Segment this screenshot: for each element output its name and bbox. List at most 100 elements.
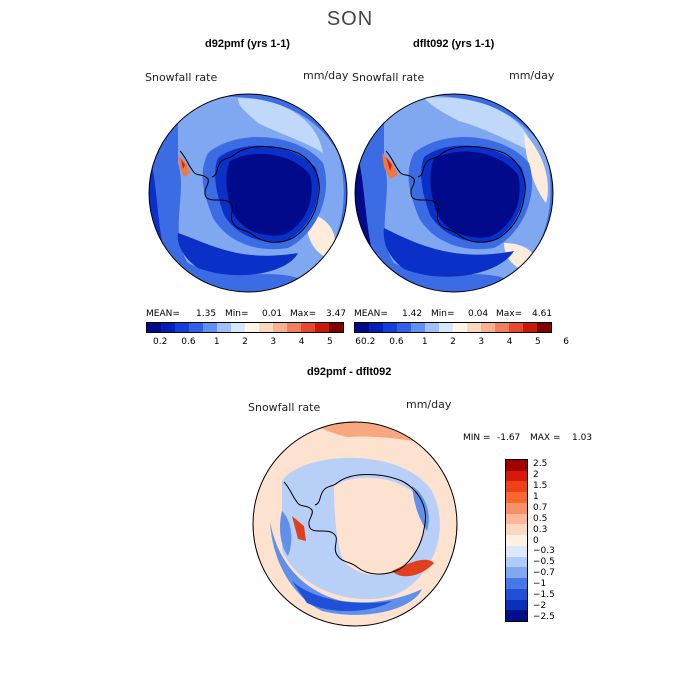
colorbar-swatch — [259, 323, 273, 332]
panel2-peninsula-peak — [386, 157, 392, 171]
panel2-coastline — [385, 146, 526, 243]
colorbar-swatch — [355, 323, 369, 332]
panel2-colorbar — [354, 322, 552, 333]
colorbar-tick-label: 0.2 — [360, 337, 376, 347]
panel1-title: d92pmf (yrs 1-1) — [205, 38, 290, 50]
colorbar-swatch — [506, 513, 527, 525]
colorbar-swatch — [203, 323, 217, 332]
panel3-positive-peninsula — [292, 516, 306, 541]
panel1-mean-label: MEAN= — [146, 309, 180, 319]
colorbar-swatch — [506, 567, 527, 579]
panel3-colorbar — [505, 459, 528, 622]
colorbar-tick-label: 2.5 — [533, 459, 548, 470]
panel3-min-label: MIN = — [463, 433, 491, 443]
panel1-colorbar-ticks: 0.2 0.6 1 2 3 4 5 6 — [146, 337, 361, 349]
panel3-strong-negative — [292, 581, 392, 612]
colorbar-swatch — [231, 323, 245, 332]
colorbar-tick-label: 0.3 — [533, 524, 548, 535]
colorbar-tick-label: −2 — [533, 600, 547, 611]
colorbar-tick-label: −0.3 — [533, 546, 555, 557]
colorbar-swatch — [506, 470, 527, 482]
colorbar-swatch — [506, 610, 527, 622]
panel3-negative-west — [280, 511, 292, 556]
panel2-title: dflt092 (yrs 1-1) — [413, 38, 495, 50]
panel3-title: d92pmf - dflt092 — [307, 366, 392, 378]
colorbar-swatch — [147, 323, 161, 332]
panel2-interior — [430, 151, 520, 238]
colorbar-tick-label: 0.5 — [533, 513, 548, 524]
colorbar-swatch — [467, 323, 481, 332]
colorbar-swatch — [509, 323, 523, 332]
panel1-variable-label: Snowfall rate — [145, 71, 218, 84]
colorbar-tick-label: 1.5 — [533, 481, 548, 492]
colorbar-tick-label: 5 — [534, 337, 541, 347]
panel2-map — [354, 93, 554, 293]
panel1-max-value: 3.47 — [326, 309, 347, 319]
panel3-colorbar-ticks: 2.5 2 1.5 1 0.7 0.5 0.3 0 −0.3 −0.5 −0.7 −1 −1.5 −2 −2… — [533, 459, 573, 622]
panel3-negative-band — [270, 521, 422, 615]
colorbar-swatch — [506, 556, 527, 568]
panel1-min-value: 0.01 — [262, 309, 283, 319]
colorbar-tick-label: 4 — [298, 337, 305, 347]
colorbar-swatch — [506, 535, 527, 546]
panel3-negative-east — [412, 486, 429, 531]
panel3-max-label: MAX = — [530, 433, 561, 443]
panel2-cream-patch — [524, 133, 548, 203]
colorbar-tick-label: −1.5 — [533, 589, 555, 600]
colorbar-swatch — [506, 460, 527, 471]
colorbar-swatch — [506, 524, 527, 536]
colorbar-swatch — [189, 323, 203, 332]
colorbar-tick-label: 0.6 — [181, 337, 196, 347]
colorbar-swatch — [523, 323, 537, 332]
panel1-coastline — [179, 146, 320, 243]
colorbar-tick-label: −0.5 — [533, 557, 555, 568]
panel1-dark-band — [177, 233, 298, 276]
colorbar-tick-label: 5 — [326, 337, 333, 347]
colorbar-swatch — [161, 323, 175, 332]
panel3-positive-top — [312, 422, 427, 443]
panel2-mean-value: 1.42 — [402, 309, 423, 319]
colorbar-swatch — [506, 578, 527, 589]
panel2-min-value: 0.04 — [468, 309, 489, 319]
colorbar-tick-label: 1 — [533, 492, 539, 503]
colorbar-swatch — [439, 323, 453, 332]
colorbar-swatch — [506, 492, 527, 503]
panel1-map-border — [148, 93, 348, 293]
panel1-colorbar — [146, 322, 344, 333]
colorbar-swatch — [453, 323, 467, 332]
colorbar-swatch — [506, 599, 527, 611]
panel3-min-value: -1.67 — [497, 433, 521, 443]
panel3-map-border — [252, 421, 458, 627]
colorbar-tick-label: −1 — [533, 578, 547, 589]
colorbar-tick-label: 6 — [563, 337, 570, 347]
panel1-mean-value: 1.35 — [196, 309, 217, 319]
colorbar-swatch — [369, 323, 383, 332]
panel3-antarctic-interior — [334, 477, 425, 576]
panel1-min-label: Min= — [225, 309, 249, 319]
colorbar-swatch — [301, 323, 315, 332]
colorbar-swatch — [315, 323, 329, 332]
panel2-map-border — [354, 93, 554, 293]
colorbar-swatch — [175, 323, 189, 332]
panel1-map — [148, 93, 348, 293]
colorbar-swatch — [537, 323, 551, 332]
panel2-min-label: Min= — [431, 309, 455, 319]
colorbar-tick-label: −0.7 — [533, 568, 555, 579]
panel3-max-value: 1.03 — [572, 433, 593, 443]
colorbar-tick-label: 1 — [421, 337, 428, 347]
panel2-variable-label: Snowfall rate — [352, 71, 425, 84]
colorbar-tick-label: 2 — [450, 337, 456, 347]
panel1-max-label: Max= — [290, 309, 317, 319]
panel2-units-label: mm/day — [509, 69, 555, 82]
colorbar-swatch — [506, 481, 527, 493]
panel1-pale-region — [238, 98, 323, 153]
colorbar-tick-label: 0.6 — [389, 337, 404, 347]
colorbar-tick-label: 0.2 — [152, 337, 168, 347]
panel3-variable-label: Snowfall rate — [248, 401, 321, 414]
figure-title: SON — [326, 8, 374, 30]
colorbar-swatch — [383, 323, 397, 332]
colorbar-tick-label: 6 — [355, 337, 362, 347]
colorbar-tick-label: 0 — [533, 535, 539, 546]
colorbar-tick-label: 3 — [478, 337, 485, 347]
colorbar-tick-label: 0.7 — [533, 502, 548, 513]
